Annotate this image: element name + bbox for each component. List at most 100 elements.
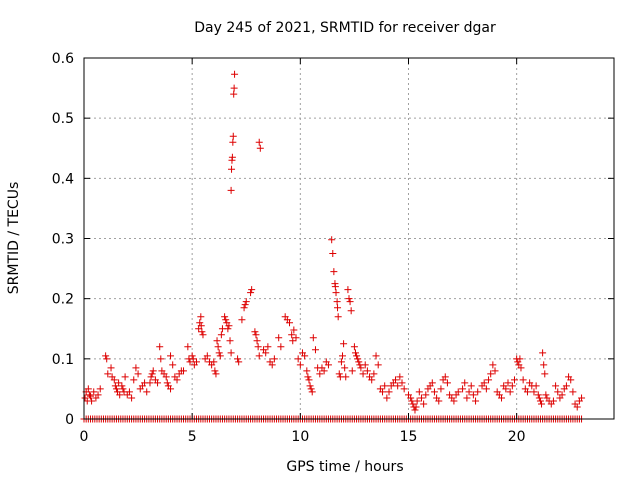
- data-point: [339, 352, 347, 360]
- data-point: [268, 361, 276, 369]
- data-point: [189, 355, 197, 363]
- data-point: [262, 349, 270, 357]
- data-point: [411, 406, 419, 414]
- data-point: [167, 385, 175, 393]
- data-point: [255, 138, 263, 146]
- data-point: [552, 382, 560, 390]
- data-point: [482, 385, 490, 393]
- data-point: [311, 346, 319, 354]
- data-point: [90, 388, 98, 396]
- data-point: [294, 355, 302, 363]
- data-point: [562, 382, 570, 390]
- chart-title: Day 245 of 2021, SRMTID for receiver dga…: [194, 20, 496, 36]
- data-point: [286, 319, 294, 327]
- data-point: [224, 325, 232, 333]
- data-point: [519, 376, 527, 384]
- data-point: [469, 391, 477, 399]
- data-point: [355, 358, 363, 366]
- data-point: [230, 90, 238, 98]
- data-point: [330, 268, 338, 276]
- data-point: [354, 355, 362, 363]
- data-point: [346, 298, 354, 306]
- data-point: [231, 70, 239, 78]
- data-point: [441, 373, 449, 381]
- data-point: [467, 382, 475, 390]
- data-point: [517, 364, 525, 372]
- data-point: [118, 382, 126, 390]
- data-point: [252, 331, 260, 339]
- tick-labels: 0 0.1 0.2 0.3 0.4 0.5 0.6 0 5 10 15 20: [52, 51, 526, 445]
- data-point: [539, 349, 547, 357]
- data-point: [238, 316, 246, 324]
- data-point: [428, 379, 436, 387]
- data-point: [465, 388, 473, 396]
- data-point: [437, 385, 445, 393]
- data-point: [337, 358, 345, 366]
- data-point: [345, 295, 353, 303]
- data-point: [329, 250, 337, 258]
- data-point: [508, 382, 516, 390]
- data-point: [480, 379, 488, 387]
- data-point: [304, 373, 312, 381]
- data-point: [104, 370, 112, 378]
- data-point: [459, 385, 467, 393]
- data-point: [385, 388, 393, 396]
- y-tick-label: 0.2: [52, 292, 74, 308]
- data-point: [84, 385, 92, 393]
- y-tick-label: 0.1: [52, 352, 74, 368]
- data-point: [392, 376, 400, 384]
- data-point: [248, 286, 256, 294]
- data-point: [149, 367, 157, 375]
- data-point: [332, 289, 340, 297]
- data-point: [148, 370, 156, 378]
- data-point: [413, 397, 421, 405]
- data-point: [198, 328, 206, 336]
- data-point: [241, 301, 249, 309]
- data-point: [214, 343, 222, 351]
- data-point: [454, 388, 462, 396]
- data-point: [340, 340, 348, 348]
- data-point: [491, 367, 499, 375]
- data-point: [199, 331, 207, 339]
- data-point: [417, 394, 425, 402]
- data-point: [350, 343, 358, 351]
- data-point: [228, 165, 236, 173]
- data-point: [472, 397, 480, 405]
- data-point: [498, 394, 506, 402]
- data-point: [203, 352, 211, 360]
- data-point: [396, 373, 404, 381]
- data-point: [342, 373, 350, 381]
- data-point: [383, 394, 391, 402]
- data-point: [347, 307, 355, 315]
- y-tick-label: 0.4: [52, 171, 74, 187]
- data-point: [372, 352, 380, 360]
- data-point: [225, 322, 233, 330]
- data-point: [353, 352, 361, 360]
- data-point: [264, 343, 272, 351]
- data-point: [487, 370, 495, 378]
- data-point: [86, 392, 94, 400]
- data-point: [303, 367, 311, 375]
- data-point: [485, 376, 493, 384]
- data-point: [309, 334, 317, 342]
- axis-ticks: [83, 57, 614, 420]
- data-point: [530, 388, 538, 396]
- data-point: [573, 403, 581, 411]
- data-point: [270, 355, 278, 363]
- data-point: [197, 322, 205, 330]
- y-tick-label: 0.3: [52, 232, 74, 248]
- data-point: [227, 186, 235, 194]
- data-point: [228, 153, 236, 161]
- data-point: [184, 343, 192, 351]
- data-point: [430, 388, 438, 396]
- x-tick-label: 10: [291, 429, 309, 445]
- data-point: [461, 379, 469, 387]
- data-point: [333, 298, 341, 306]
- data-point: [88, 397, 96, 405]
- data-point: [192, 358, 200, 366]
- data-point: [357, 364, 365, 372]
- data-point: [229, 138, 237, 146]
- data-point: [111, 382, 119, 390]
- data-point: [334, 313, 342, 321]
